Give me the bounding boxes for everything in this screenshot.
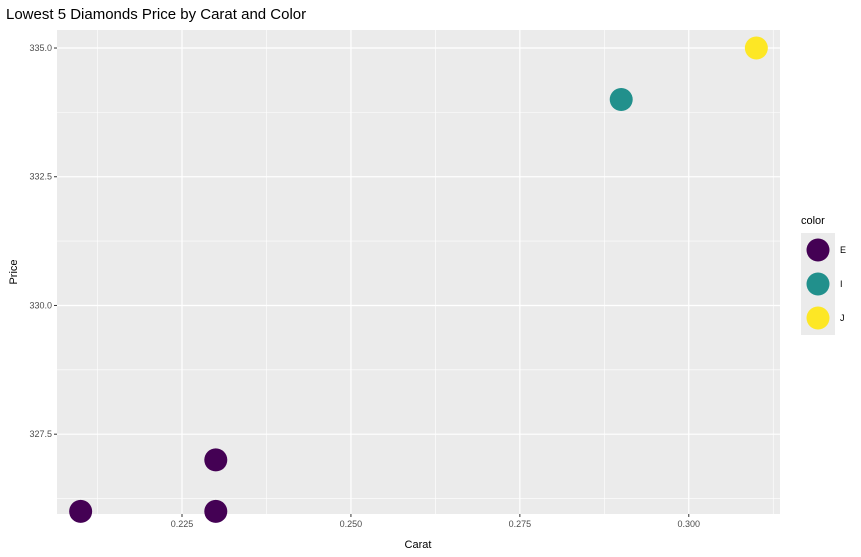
legend-label-J: J [840, 313, 845, 323]
legend-swatch-E [806, 238, 830, 262]
y-axis-title: Price [8, 259, 20, 284]
legend-title: color [801, 215, 825, 227]
data-point-E [204, 499, 228, 523]
data-point-E [69, 499, 93, 523]
x-tick-label: 0.225 [171, 519, 194, 529]
legend-label-E: E [840, 245, 846, 255]
legend: color E I J [801, 215, 846, 335]
x-tick-label: 0.250 [340, 519, 363, 529]
y-tick-label: 335.0 [29, 43, 52, 53]
x-axis: 0.225 0.250 0.275 0.300 [171, 514, 700, 529]
legend-label-I: I [840, 279, 843, 289]
data-point-I [609, 88, 633, 112]
x-tick-label: 0.275 [509, 519, 532, 529]
major-gridlines [57, 30, 780, 514]
y-tick-label: 330.0 [29, 300, 52, 310]
plot-panel [57, 30, 780, 514]
y-tick-label: 332.5 [29, 172, 52, 182]
data-points [69, 36, 768, 523]
data-point-E [204, 448, 228, 472]
x-tick-label: 0.300 [678, 519, 701, 529]
legend-swatch-I [806, 272, 830, 296]
minor-gridlines [57, 30, 780, 514]
legend-swatch-J [806, 306, 830, 330]
data-point-J [744, 36, 768, 60]
y-axis: 327.5 330.0 332.5 335.0 [29, 43, 57, 439]
x-axis-title: Carat [405, 539, 432, 551]
chart-title: Lowest 5 Diamonds Price by Carat and Col… [6, 6, 306, 23]
y-tick-label: 327.5 [29, 429, 52, 439]
